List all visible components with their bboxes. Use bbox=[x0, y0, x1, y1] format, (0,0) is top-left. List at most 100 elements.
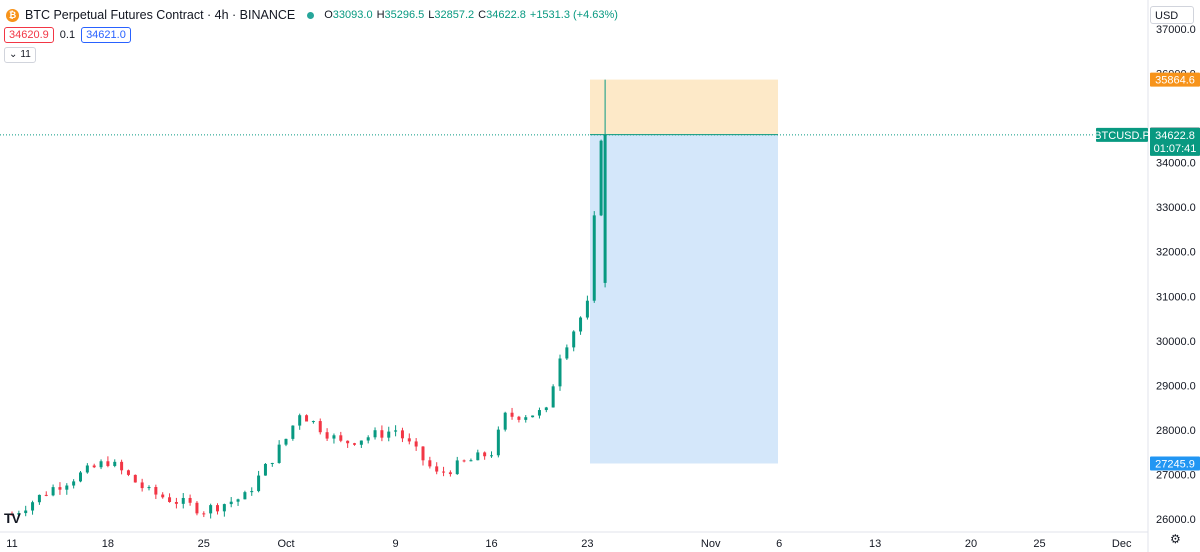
current-price-label-countdown: 01:07:41 bbox=[1154, 143, 1197, 155]
price-tick-label: 30000.0 bbox=[1156, 336, 1196, 348]
buy-button[interactable]: 34621.0 bbox=[81, 27, 131, 43]
candle-body bbox=[359, 440, 363, 445]
time-tick-label: Nov bbox=[701, 538, 721, 550]
time-tick-label: 6 bbox=[776, 538, 782, 550]
candle-body bbox=[558, 358, 562, 387]
candle-body bbox=[305, 415, 309, 422]
candle-body bbox=[400, 430, 404, 439]
candle-body bbox=[229, 501, 233, 505]
candles bbox=[10, 79, 607, 519]
candle-body bbox=[216, 505, 219, 512]
candle-body bbox=[469, 460, 473, 462]
change-value: +1531.3 (+4.63%) bbox=[529, 9, 618, 21]
candle-body bbox=[31, 502, 35, 511]
price-tick-label: 33000.0 bbox=[1156, 202, 1196, 214]
candle-body bbox=[394, 430, 398, 432]
indicators-count: 11 bbox=[20, 49, 31, 60]
time-axis[interactable]: 11 18 25 Oct 9 16 23 Nov 6 13 20 25 Dec bbox=[0, 531, 1148, 550]
symbol-title[interactable]: BTC Perpetual Futures Contract · 4h · BI… bbox=[25, 8, 296, 22]
ohlc-values: O33093.0 H35296.5 L32857.2 C34622.8 +153… bbox=[324, 9, 618, 21]
candle-body bbox=[209, 505, 213, 514]
candle-body bbox=[579, 317, 583, 332]
sell-button[interactable]: 34620.9 bbox=[4, 27, 54, 43]
candle-body bbox=[455, 460, 459, 475]
time-tick-label: Oct bbox=[277, 538, 294, 550]
candle-body bbox=[496, 429, 500, 456]
stop-loss-zone[interactable] bbox=[590, 79, 778, 135]
candle-body bbox=[147, 487, 151, 489]
candle-body bbox=[366, 437, 370, 441]
current-price-label: 34622.8 bbox=[1155, 130, 1195, 142]
candle-body bbox=[407, 438, 411, 442]
candle-body bbox=[373, 430, 377, 438]
candle-body bbox=[592, 215, 596, 301]
currency-selector[interactable]: USD bbox=[1150, 6, 1194, 24]
candle-body bbox=[181, 497, 185, 504]
time-tick-label: 25 bbox=[1033, 538, 1045, 550]
settings-icon[interactable]: ⚙ bbox=[1170, 532, 1181, 546]
candle-body bbox=[421, 446, 425, 461]
spread-value: 0.1 bbox=[59, 29, 76, 41]
time-tick-label: 20 bbox=[965, 538, 977, 550]
candle-body bbox=[58, 487, 62, 490]
candle-body bbox=[476, 452, 480, 461]
target-price-label-bg bbox=[1150, 456, 1200, 471]
candle-body bbox=[332, 435, 336, 439]
open-value: 33093.0 bbox=[332, 9, 373, 21]
time-tick-label: 23 bbox=[581, 538, 593, 550]
tradingview-logo-icon: TV bbox=[4, 510, 21, 526]
candle-body bbox=[277, 444, 281, 463]
candle-body bbox=[353, 443, 356, 445]
time-tick-label: 11 bbox=[6, 538, 17, 550]
take-profit-zone[interactable] bbox=[590, 134, 778, 464]
symbol-tag: BTCUSD.P bbox=[1094, 130, 1150, 142]
candle-body bbox=[524, 417, 528, 420]
candle-body bbox=[126, 470, 130, 475]
candle-body bbox=[270, 462, 274, 464]
candle-body bbox=[291, 425, 295, 439]
price-tick-label: 32000.0 bbox=[1156, 247, 1196, 259]
candle-body bbox=[161, 494, 165, 498]
candle-body bbox=[551, 386, 555, 408]
candle-body bbox=[435, 466, 439, 472]
candle-body bbox=[442, 471, 446, 473]
candle-body bbox=[37, 494, 41, 503]
candle-body bbox=[106, 461, 110, 466]
candle-body bbox=[168, 497, 172, 503]
candle-body bbox=[154, 487, 158, 495]
candle-body bbox=[17, 513, 21, 515]
indicators-toggle[interactable]: ⌄ 11 bbox=[4, 47, 36, 63]
candle-body bbox=[79, 472, 82, 482]
stop-price-label-bg bbox=[1150, 72, 1200, 87]
time-tick-label: 16 bbox=[485, 538, 497, 550]
candle-body bbox=[99, 461, 103, 468]
target-price-label: 27245.9 bbox=[1155, 459, 1195, 471]
price-tick-label: 26000.0 bbox=[1156, 514, 1196, 526]
candle-body bbox=[85, 465, 89, 473]
time-tick-label: 25 bbox=[198, 538, 210, 550]
candle-body bbox=[92, 465, 96, 468]
candle-body bbox=[222, 504, 226, 512]
stop-price-label: 35864.6 bbox=[1155, 75, 1195, 87]
candle-body bbox=[531, 415, 535, 418]
candle-body bbox=[243, 492, 247, 500]
bitcoin-icon: ₿ bbox=[6, 8, 19, 22]
candle-body bbox=[414, 441, 418, 447]
candle-body bbox=[387, 431, 391, 438]
candle-body bbox=[503, 412, 507, 430]
candle-body bbox=[174, 502, 178, 504]
trade-buttons: 34620.9 0.1 34621.0 bbox=[4, 27, 131, 43]
candle-body bbox=[202, 513, 206, 515]
candle-body bbox=[10, 514, 14, 516]
candle-body bbox=[537, 410, 541, 416]
candle-body bbox=[448, 472, 452, 475]
candle-body bbox=[603, 134, 607, 283]
current-price-label-bg bbox=[1150, 127, 1200, 156]
candle-body bbox=[318, 421, 322, 433]
candle-body bbox=[490, 455, 493, 457]
candle-body bbox=[339, 435, 343, 441]
high-value: 35296.5 bbox=[384, 9, 425, 21]
candle-body bbox=[585, 300, 589, 318]
candle-body bbox=[428, 460, 432, 467]
